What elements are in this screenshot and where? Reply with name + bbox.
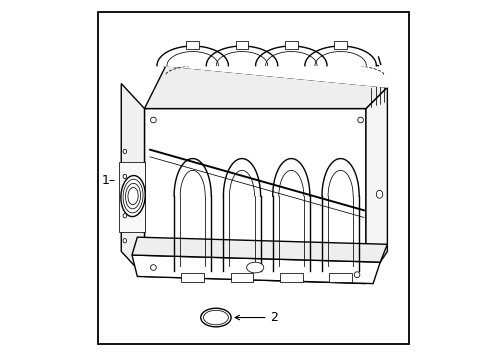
- Ellipse shape: [123, 239, 126, 243]
- Ellipse shape: [150, 265, 156, 270]
- Ellipse shape: [203, 310, 228, 325]
- Polygon shape: [164, 57, 386, 87]
- Ellipse shape: [123, 149, 126, 154]
- Ellipse shape: [201, 308, 231, 327]
- Polygon shape: [157, 46, 228, 66]
- Ellipse shape: [246, 262, 263, 273]
- Bar: [186, 41, 199, 49]
- Ellipse shape: [128, 188, 138, 205]
- Polygon shape: [121, 84, 144, 276]
- Ellipse shape: [125, 183, 141, 209]
- Bar: [119, 162, 145, 232]
- Text: 1–: 1–: [102, 174, 116, 186]
- Ellipse shape: [123, 179, 142, 213]
- Ellipse shape: [123, 213, 126, 218]
- Polygon shape: [144, 66, 386, 109]
- Polygon shape: [144, 109, 365, 284]
- Bar: [328, 273, 351, 282]
- Bar: [235, 41, 248, 49]
- Polygon shape: [206, 46, 277, 66]
- Bar: [230, 273, 253, 282]
- Polygon shape: [304, 46, 376, 66]
- Ellipse shape: [357, 117, 363, 123]
- Polygon shape: [255, 46, 326, 66]
- Bar: [181, 273, 203, 282]
- Polygon shape: [365, 87, 386, 284]
- Ellipse shape: [353, 272, 359, 278]
- Polygon shape: [132, 237, 386, 262]
- Text: 2: 2: [270, 311, 278, 324]
- Bar: [285, 41, 297, 49]
- Ellipse shape: [150, 117, 156, 123]
- Ellipse shape: [121, 176, 145, 217]
- Polygon shape: [132, 255, 380, 284]
- Bar: [333, 41, 346, 49]
- Bar: [279, 273, 302, 282]
- Ellipse shape: [123, 174, 126, 179]
- Bar: [98, 12, 408, 344]
- Ellipse shape: [376, 190, 382, 198]
